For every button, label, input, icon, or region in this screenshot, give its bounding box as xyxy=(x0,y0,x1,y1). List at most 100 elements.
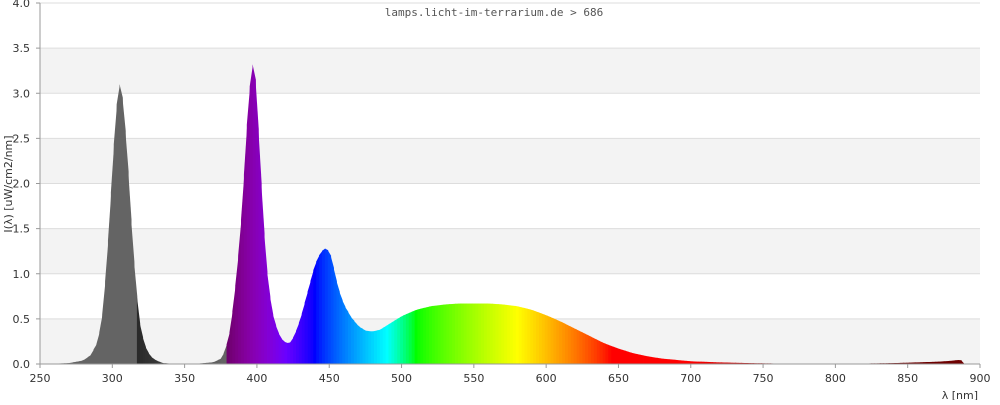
spectrum-strip xyxy=(594,338,597,364)
spectrum-strip xyxy=(284,342,287,364)
spectrum-strip xyxy=(501,304,504,364)
spectrum-strip xyxy=(536,311,539,364)
spectrum-strip xyxy=(652,357,655,364)
spectrum-strip xyxy=(519,307,522,364)
spectrum-strip xyxy=(441,305,444,364)
spectrum-strip xyxy=(577,330,580,364)
spectrum-strip xyxy=(490,304,493,364)
spectrum-strip xyxy=(368,331,371,364)
spectrum-strip xyxy=(663,359,666,364)
spectrum-strip xyxy=(438,305,441,364)
spectrum-strip xyxy=(585,334,588,364)
spectrum-strip xyxy=(345,307,348,364)
spectrum-strip xyxy=(305,292,308,364)
spectrum-strip xyxy=(377,330,380,364)
spectrum-strip xyxy=(481,304,484,364)
spectrum-strip xyxy=(507,305,510,364)
spectrum-strip xyxy=(351,317,354,364)
y-tick-label: 3.0 xyxy=(13,87,31,100)
spectrum-strip xyxy=(958,360,961,364)
spectrum-strip xyxy=(539,313,542,364)
x-tick-label: 250 xyxy=(30,372,51,385)
spectrum-strip xyxy=(646,356,649,364)
spectrum-strip xyxy=(484,304,487,364)
spectrum-strip xyxy=(496,304,499,364)
spectrum-strip xyxy=(623,350,626,364)
spectrum-strip xyxy=(458,304,461,364)
spectrum-strip xyxy=(316,255,319,364)
spectrum-strip xyxy=(406,313,409,364)
spectrum-strip xyxy=(461,304,464,364)
spectrum-strip xyxy=(403,314,406,364)
spectrum-strip xyxy=(348,312,351,364)
spectrum-strip xyxy=(342,300,345,364)
x-tick-label: 500 xyxy=(391,372,412,385)
x-tick-label: 900 xyxy=(970,372,991,385)
spectrum-strip xyxy=(374,330,377,364)
spectrum-strip xyxy=(472,304,475,364)
spectrum-strip xyxy=(658,358,661,364)
spectrum-strip xyxy=(255,80,258,364)
x-tick-label: 800 xyxy=(825,372,846,385)
spectrum-strip xyxy=(391,321,394,364)
spectrum-strip xyxy=(313,262,316,364)
spectrum-strip xyxy=(542,314,545,364)
spectrum-strip xyxy=(394,319,397,364)
spectrum-strip xyxy=(336,281,339,364)
spectrum-strip xyxy=(548,316,551,364)
spectrum-strip xyxy=(464,304,467,364)
spectrum-strip xyxy=(478,304,481,364)
spectrum-strip xyxy=(420,308,423,364)
spectrum-strip xyxy=(620,349,623,364)
spectrum-strip xyxy=(79,361,82,364)
spectrum-strip xyxy=(562,322,565,364)
spectrum-strip xyxy=(449,304,452,364)
y-tick-label: 0.0 xyxy=(13,358,31,371)
spectrum-strip xyxy=(681,360,684,364)
spectrum-strip xyxy=(475,304,478,364)
spectrum-strip xyxy=(339,292,342,364)
spectrum-strip xyxy=(559,321,562,364)
spectrum-strip xyxy=(605,344,608,364)
spectrum-strip xyxy=(513,306,516,364)
spectrum-strip xyxy=(357,324,360,364)
y-tick-labels: 0.00.51.01.52.02.53.03.54.0 xyxy=(13,0,41,371)
spectrum-strip xyxy=(380,328,383,364)
spectrum-strip xyxy=(435,305,438,364)
spectrum-strip xyxy=(386,324,389,364)
spectrum-strip xyxy=(334,268,337,364)
grid-band xyxy=(40,138,980,183)
spectrum-strip xyxy=(432,306,435,364)
spectrum-strip xyxy=(574,328,577,364)
y-tick-label: 2.0 xyxy=(13,178,31,191)
spectrum-strip xyxy=(600,341,603,364)
spectrum-strip xyxy=(524,308,527,364)
spectrum-strip xyxy=(328,250,331,364)
spectrum-strip xyxy=(684,361,687,364)
y-tick-label: 1.5 xyxy=(13,223,31,236)
x-tick-label: 700 xyxy=(680,372,701,385)
spectrum-strip xyxy=(120,84,123,364)
y-axis-label: I(λ) [uW/cm2/nm] xyxy=(2,135,15,232)
spectrum-strip xyxy=(429,306,432,364)
x-tick-label: 550 xyxy=(463,372,484,385)
spectrum-strip xyxy=(397,317,400,364)
spectrum-strip xyxy=(953,360,956,364)
spectrum-strip xyxy=(640,355,643,364)
x-tick-label: 850 xyxy=(897,372,918,385)
spectrum-strip xyxy=(282,339,285,364)
spectrum-strip xyxy=(950,361,953,364)
spectrum-strip xyxy=(527,309,530,364)
spectrum-strip xyxy=(417,309,420,364)
x-tick-label: 650 xyxy=(608,372,629,385)
spectrum-strip xyxy=(362,329,365,364)
spectrum-strip xyxy=(626,351,629,364)
spectrum-strip xyxy=(354,321,357,364)
spectrum-strip xyxy=(423,307,426,364)
spectrum-strip xyxy=(545,315,548,364)
spectrum-strip xyxy=(533,310,536,364)
spectrum-strip xyxy=(287,342,290,364)
